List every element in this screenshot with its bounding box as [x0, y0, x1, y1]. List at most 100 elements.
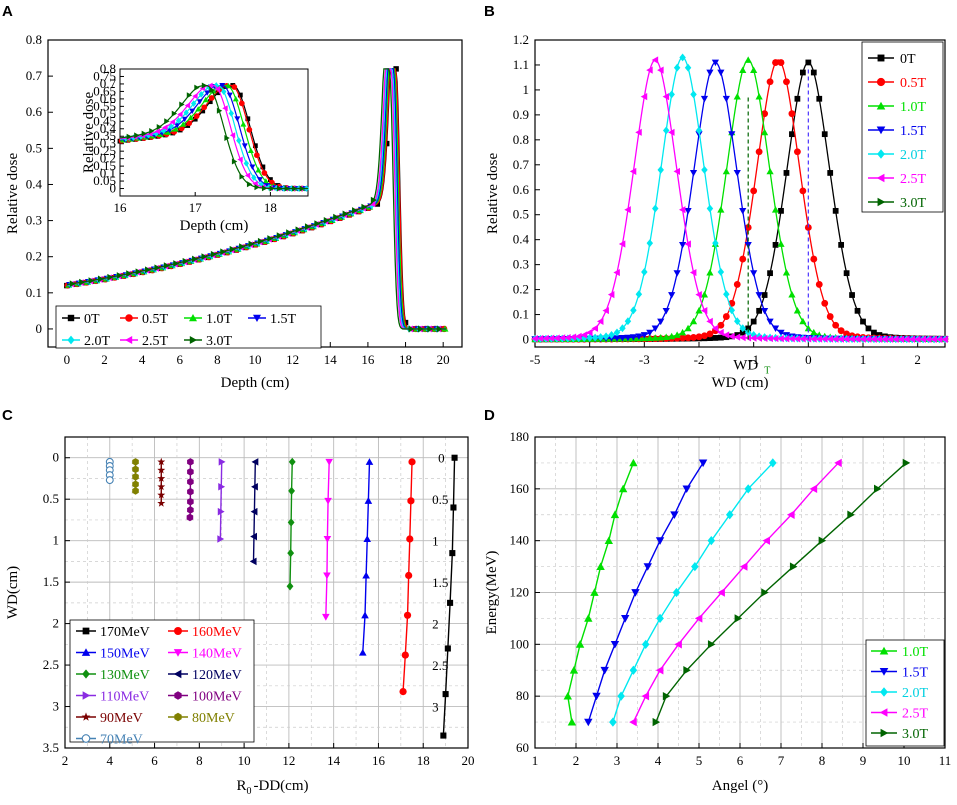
data-point-0.5T [750, 187, 758, 195]
data-point-2.5T [635, 128, 642, 136]
data-point-2.5T [848, 335, 855, 343]
data-point-110MeV [217, 535, 225, 543]
data-point-2.0T [695, 126, 703, 135]
data-point-0T [794, 95, 801, 102]
x-tick-label: 0 [805, 352, 812, 367]
panel-a: A 0 2 4 6 8 10 12 14 16 18 2000.10.20.30.40.50.60.… [2, 3, 463, 391]
x-tick-label: 1 [532, 753, 539, 768]
inset-point-1.5T [256, 177, 263, 183]
data-point-1.5T [711, 59, 719, 67]
inset-point-2.0T [198, 91, 204, 98]
data-point-2.0T [641, 268, 648, 276]
data-point-2.5T [881, 335, 888, 343]
inset-point-2.0T [160, 127, 167, 135]
data-point-1.0T [567, 717, 577, 726]
data-point-3.0T [352, 207, 359, 214]
data-point-0.5T [788, 110, 796, 118]
legend-label-1.5T: 1.5T [900, 124, 927, 139]
x-tick-label: 2 [573, 753, 580, 768]
data-point-170MeV [451, 454, 458, 461]
data-point-0T [707, 335, 713, 342]
data-point-2.5T [941, 335, 948, 343]
data-point-160MeV [407, 497, 415, 505]
axes-frame [534, 39, 946, 348]
x-tick-label: 10 [898, 753, 911, 768]
data-point-3.0T [88, 277, 95, 285]
x-tick-label: 12 [286, 352, 299, 367]
data-point-0T [849, 292, 855, 298]
x-tick-label: -1 [748, 352, 759, 367]
x-tick-label: 2 [101, 352, 108, 367]
data-point-2.5T [531, 334, 538, 343]
y-tick-label: 0.3 [513, 257, 529, 272]
data-point-3.0T [902, 458, 911, 468]
legend-label-70MeV: 70MeV [100, 733, 143, 748]
data-point-1.5T [761, 307, 769, 315]
data-point-3.0T [116, 272, 123, 279]
data-point-2.0T [580, 334, 588, 343]
inset-point-2.5T [192, 93, 198, 100]
data-point-2.5T [711, 324, 719, 332]
data-point-3.0T [126, 270, 133, 278]
data-point-0.5T [684, 334, 692, 342]
data-point-2.0T [656, 613, 664, 624]
y-tick-label: 0.5 [43, 491, 59, 506]
data-point-2.5T [722, 331, 730, 339]
data-point-3.0T [683, 666, 691, 675]
data-point-1.0T [810, 328, 818, 336]
data-point-1.0T [750, 66, 758, 73]
inset-y-tick-label: 0.1 [100, 166, 116, 181]
data-point-3.0T [248, 240, 255, 248]
y-tick-label: 1.1 [513, 57, 529, 72]
data-point-130MeV [287, 518, 295, 527]
data-point-0T [745, 325, 752, 332]
data-point-0.5T [799, 187, 807, 195]
x-tick-label: 3 [614, 753, 621, 768]
inset-point-3.0T [179, 101, 185, 108]
legend: 0T 0.5T 1.0T 1.5T 2.0T 2.5T 3.0T [861, 41, 944, 213]
inset-x-tick-label: 17 [189, 200, 203, 215]
y-tick-label: 0.8 [26, 32, 42, 47]
legend-label-1.5T: 1.5T [902, 666, 929, 681]
x-tick-label: 2 [914, 352, 921, 367]
legend-label-3.0T: 3.0T [206, 334, 233, 349]
data-point-2.5T [777, 335, 784, 343]
x-axis-label-rest: -DD(cm) [254, 778, 309, 794]
data-point-2.5T [564, 334, 571, 342]
x-tick-label: 7 [778, 753, 785, 768]
data-point-3.0T [417, 325, 424, 333]
data-point-2.5T [679, 206, 686, 214]
data-point-3.0T [818, 536, 827, 545]
panel-d: D 1 2 3 4 5 6 7 8 9 10 11 60 80 100 120 140 160 180 Angel … [484, 407, 951, 794]
data-point-80MeV [132, 465, 139, 474]
inset-point-3.0T [254, 184, 260, 191]
data-point-2.0T [624, 317, 632, 326]
inset-point-2.5T [214, 85, 221, 92]
x-tick-label: 14 [324, 352, 338, 367]
data-point-0T [734, 332, 741, 338]
data-point-120MeV [250, 507, 258, 516]
legend-label-2.0T: 2.0T [900, 148, 927, 163]
data-point-2.5T [826, 335, 834, 343]
inset-point-0.5T [201, 104, 208, 111]
data-point-100MeV [187, 506, 194, 514]
data-point-1.0T [575, 640, 585, 648]
data-point-0.5T [722, 313, 730, 320]
inset-y-tick-label: 0.3 [100, 136, 116, 151]
data-point-1.0T [662, 333, 670, 341]
inset-point-3.0T [284, 185, 290, 192]
inset-y-tick-label: 0.25 [93, 143, 116, 158]
y-axis-label: Energy(MeV) [484, 551, 500, 635]
data-point-2.5T [799, 335, 806, 343]
data-point-2.5T [739, 562, 748, 571]
data-point-2.5T [655, 666, 664, 675]
data-point-120MeV [249, 557, 257, 566]
y-tick-label: 3.5 [43, 740, 59, 755]
data-point-110MeV [218, 458, 226, 466]
inset-point-3.0T [126, 133, 133, 140]
inset-point-2.0T [138, 133, 144, 140]
inset-y-tick-label: 0 [110, 181, 117, 196]
data-point-1.5T [777, 329, 785, 337]
data-point-3.0T [370, 196, 377, 204]
data-point-100MeV [187, 468, 194, 476]
